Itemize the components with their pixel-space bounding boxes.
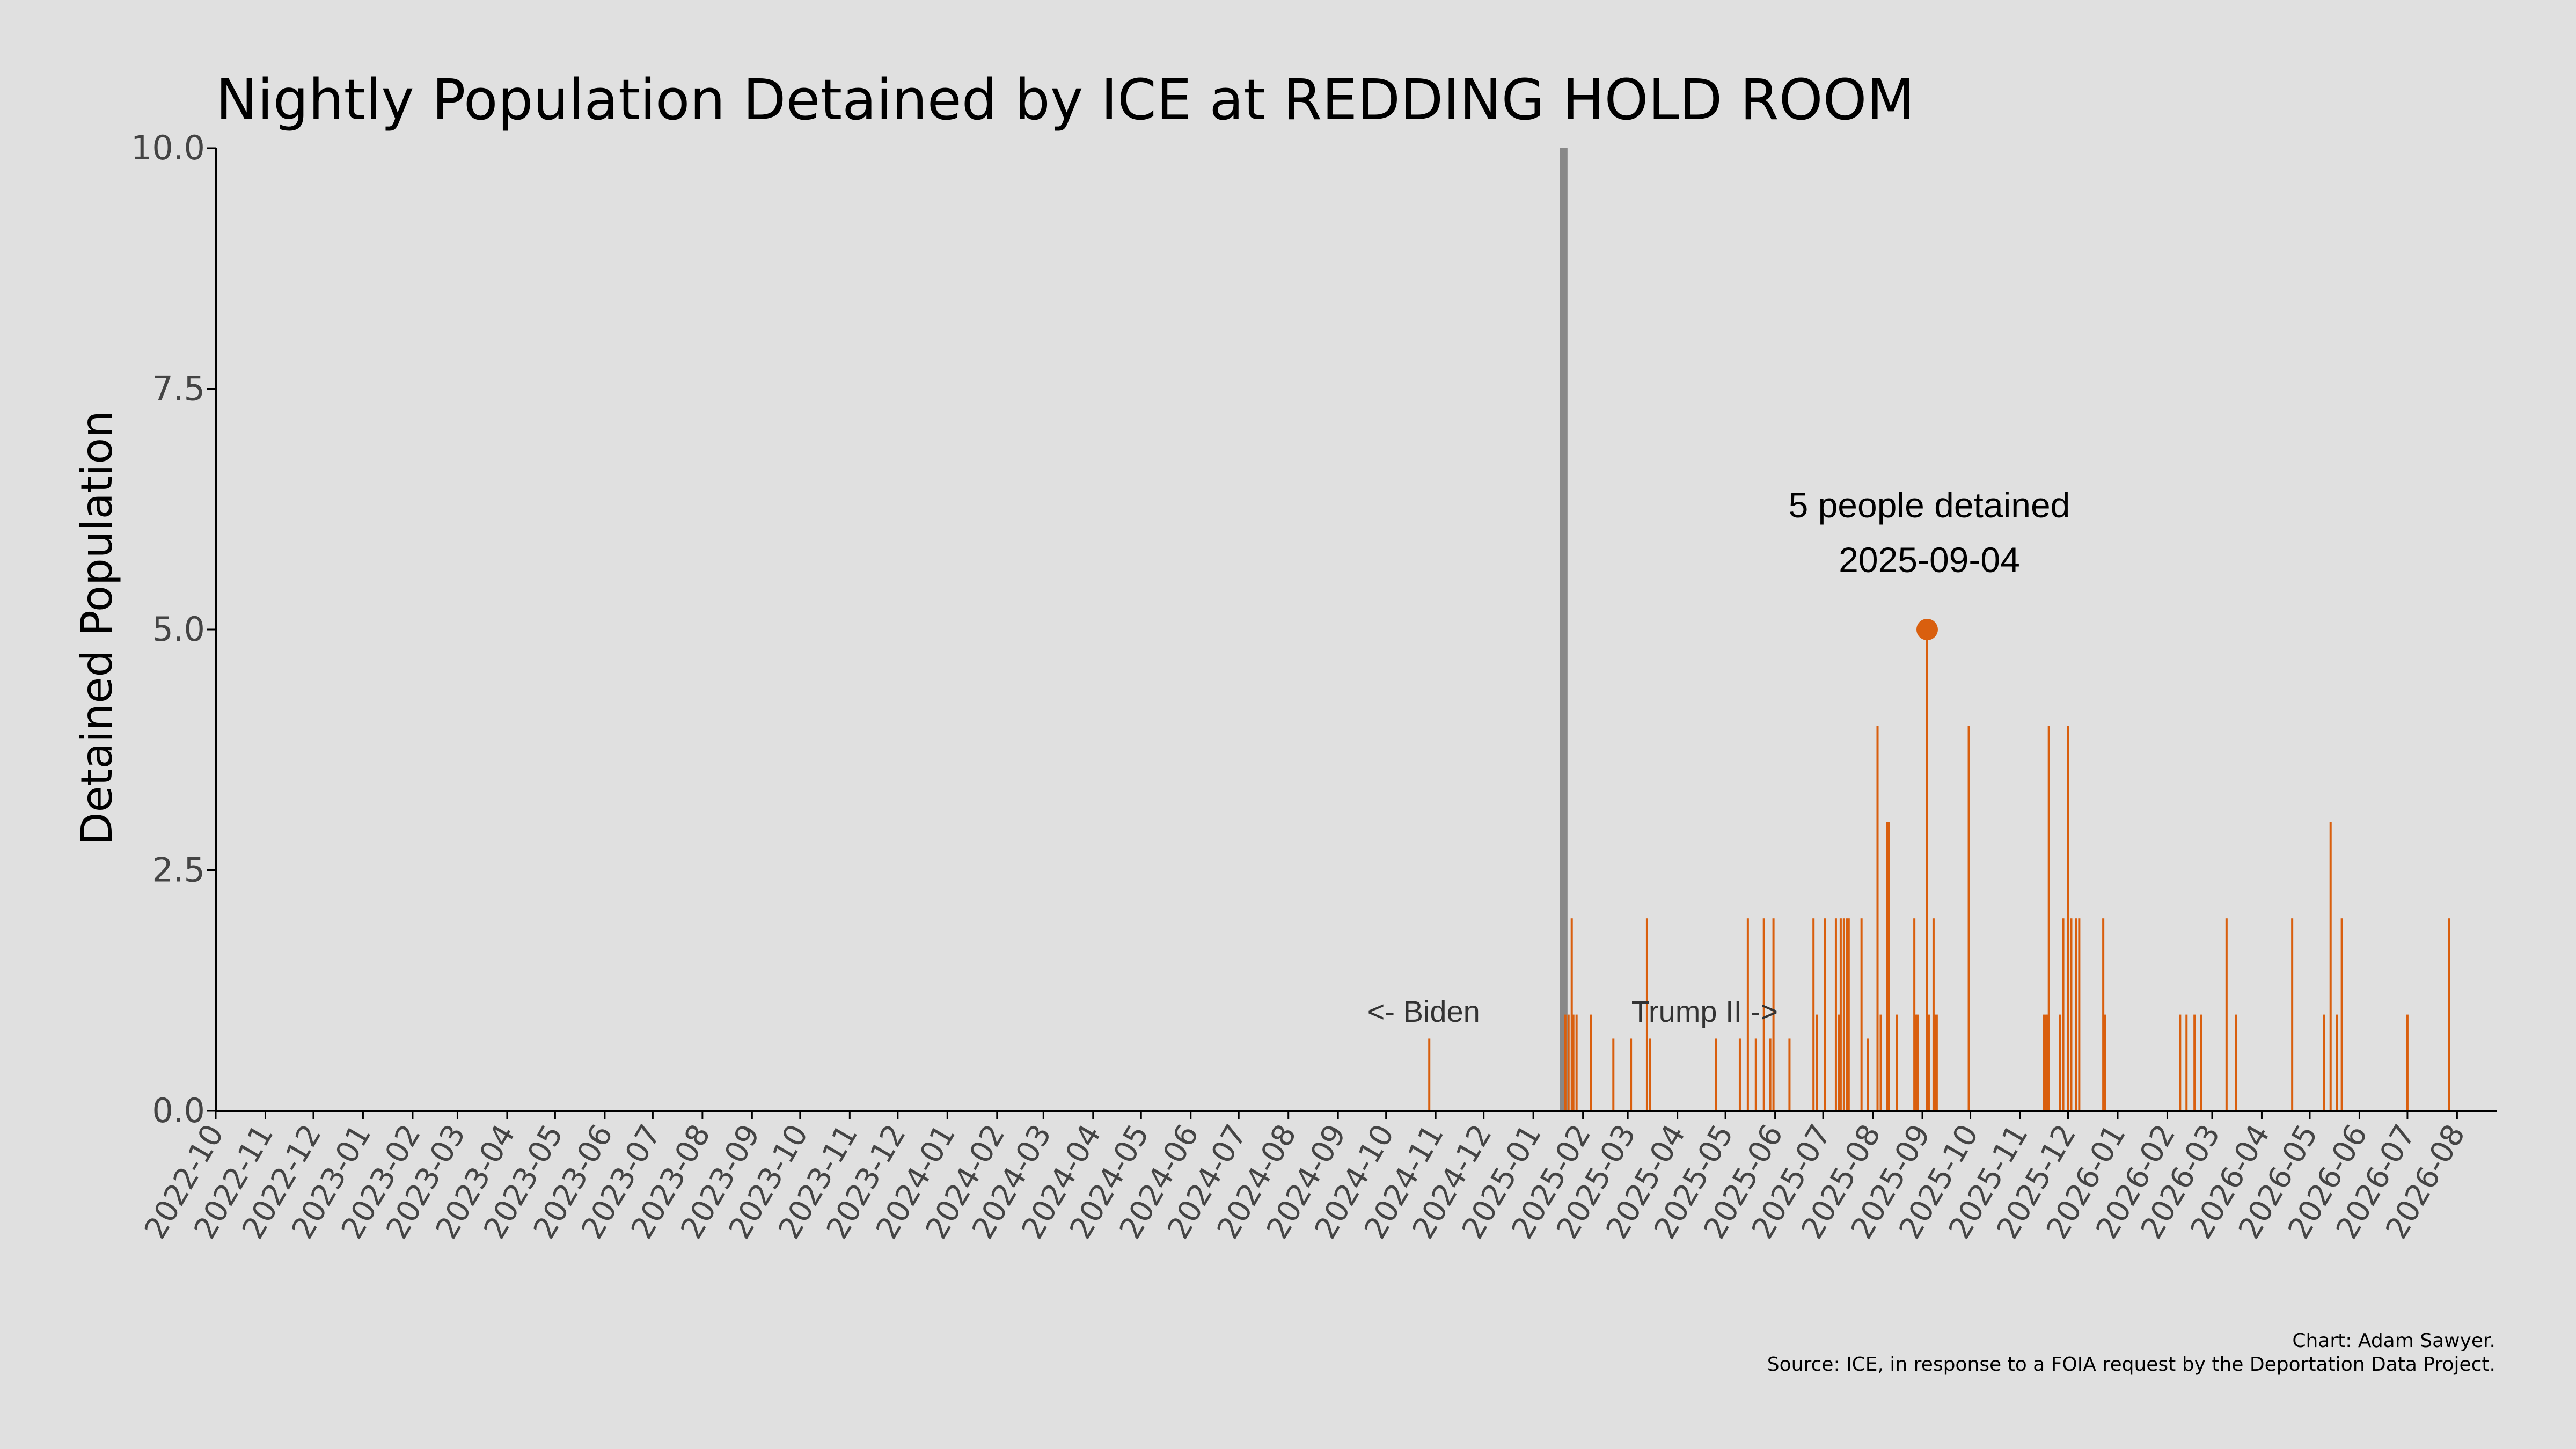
bar — [2185, 1014, 2188, 1111]
bar — [2329, 822, 2332, 1111]
biden-era-label: <- Biden — [1367, 994, 1480, 1028]
bar — [1896, 1014, 1898, 1111]
bar — [1839, 918, 1842, 1111]
chart-source: Source: ICE, in response to a FOIA reque… — [1767, 1353, 2496, 1375]
bar — [2070, 918, 2073, 1111]
bar — [1788, 1038, 1791, 1111]
bar — [1879, 1014, 1882, 1111]
bar — [1772, 918, 1775, 1111]
bar — [1860, 918, 1863, 1111]
bar — [1769, 1038, 1772, 1111]
chart-title: Nightly Population Detained by ICE at RE… — [216, 67, 1915, 133]
bar — [1834, 918, 1837, 1111]
y-ticks-group: 0.0 2.5 5.0 7.5 10.0 — [131, 128, 216, 1130]
y-tick-label: 2.5 — [152, 851, 205, 890]
y-tick-label: 0.0 — [152, 1091, 205, 1130]
bar — [2323, 1014, 2325, 1111]
bar — [2448, 918, 2450, 1111]
bar — [1816, 1014, 1818, 1111]
bar — [1575, 1014, 1578, 1111]
bar — [1570, 918, 1573, 1111]
bar — [1590, 1014, 1592, 1111]
bar — [1926, 630, 1928, 1111]
bar — [1915, 1014, 1918, 1111]
highlight-group — [1916, 619, 1938, 640]
bar — [1934, 1014, 1936, 1111]
bar — [2059, 1014, 2061, 1111]
bar — [1630, 1038, 1633, 1111]
bar — [1935, 1014, 1938, 1111]
trump-era-label: Trump II -> — [1631, 994, 1778, 1028]
highlight-annotation-line-2: 2025-09-04 — [1839, 540, 2020, 580]
bar — [1612, 1038, 1615, 1111]
bar — [1927, 1014, 1930, 1111]
bar — [2104, 1014, 2106, 1111]
bar — [2235, 1014, 2237, 1111]
bar — [1738, 1038, 1741, 1111]
bar — [2102, 918, 2105, 1111]
bar — [2043, 1014, 2045, 1111]
bar — [1715, 1038, 1717, 1111]
bar — [1887, 822, 1890, 1111]
bar — [1913, 918, 1916, 1111]
bar — [1746, 918, 1749, 1111]
bar — [2406, 1014, 2409, 1111]
bar — [2067, 726, 2069, 1111]
bar — [1812, 918, 1815, 1111]
bar — [1876, 726, 1879, 1111]
bar — [1886, 822, 1889, 1111]
chart-credit: Chart: Adam Sawyer. — [2292, 1330, 2496, 1352]
y-tick-label: 10.0 — [131, 128, 205, 167]
y-tick-label: 5.0 — [152, 610, 205, 649]
bar — [2179, 1014, 2182, 1111]
bar — [1645, 918, 1648, 1111]
bar — [1967, 726, 1970, 1111]
bar — [2047, 726, 2050, 1111]
bar — [1762, 918, 1765, 1111]
bar — [1847, 918, 1850, 1111]
bar — [2291, 918, 2294, 1111]
bar — [2340, 918, 2343, 1111]
bar — [1838, 1014, 1840, 1111]
bar — [1567, 1014, 1570, 1111]
bar — [1867, 1038, 1869, 1111]
bar — [1649, 1038, 1651, 1111]
bar — [1916, 1014, 1919, 1111]
bar — [2046, 1014, 2048, 1111]
bar — [1428, 1038, 1431, 1111]
bars-group — [1428, 630, 2450, 1111]
bar — [1754, 1038, 1757, 1111]
highlight-point — [1916, 619, 1938, 640]
bar — [1842, 918, 1845, 1111]
bar — [2044, 1014, 2047, 1111]
bar — [1572, 1014, 1575, 1111]
bar — [2225, 918, 2228, 1111]
bar — [1932, 918, 1935, 1111]
bar — [1824, 918, 1826, 1111]
bar — [2193, 1014, 2196, 1111]
bar — [1846, 918, 1848, 1111]
bar — [2078, 918, 2081, 1111]
bar — [2336, 1014, 2338, 1111]
bar — [2200, 1014, 2202, 1111]
y-tick-label: 7.5 — [152, 369, 205, 408]
y-axis-label: Detained Population — [72, 411, 122, 845]
bar — [2075, 918, 2077, 1111]
bar — [2062, 918, 2065, 1111]
bar — [1564, 1014, 1567, 1111]
highlight-annotation-line-1: 5 people detained — [1789, 485, 2070, 525]
